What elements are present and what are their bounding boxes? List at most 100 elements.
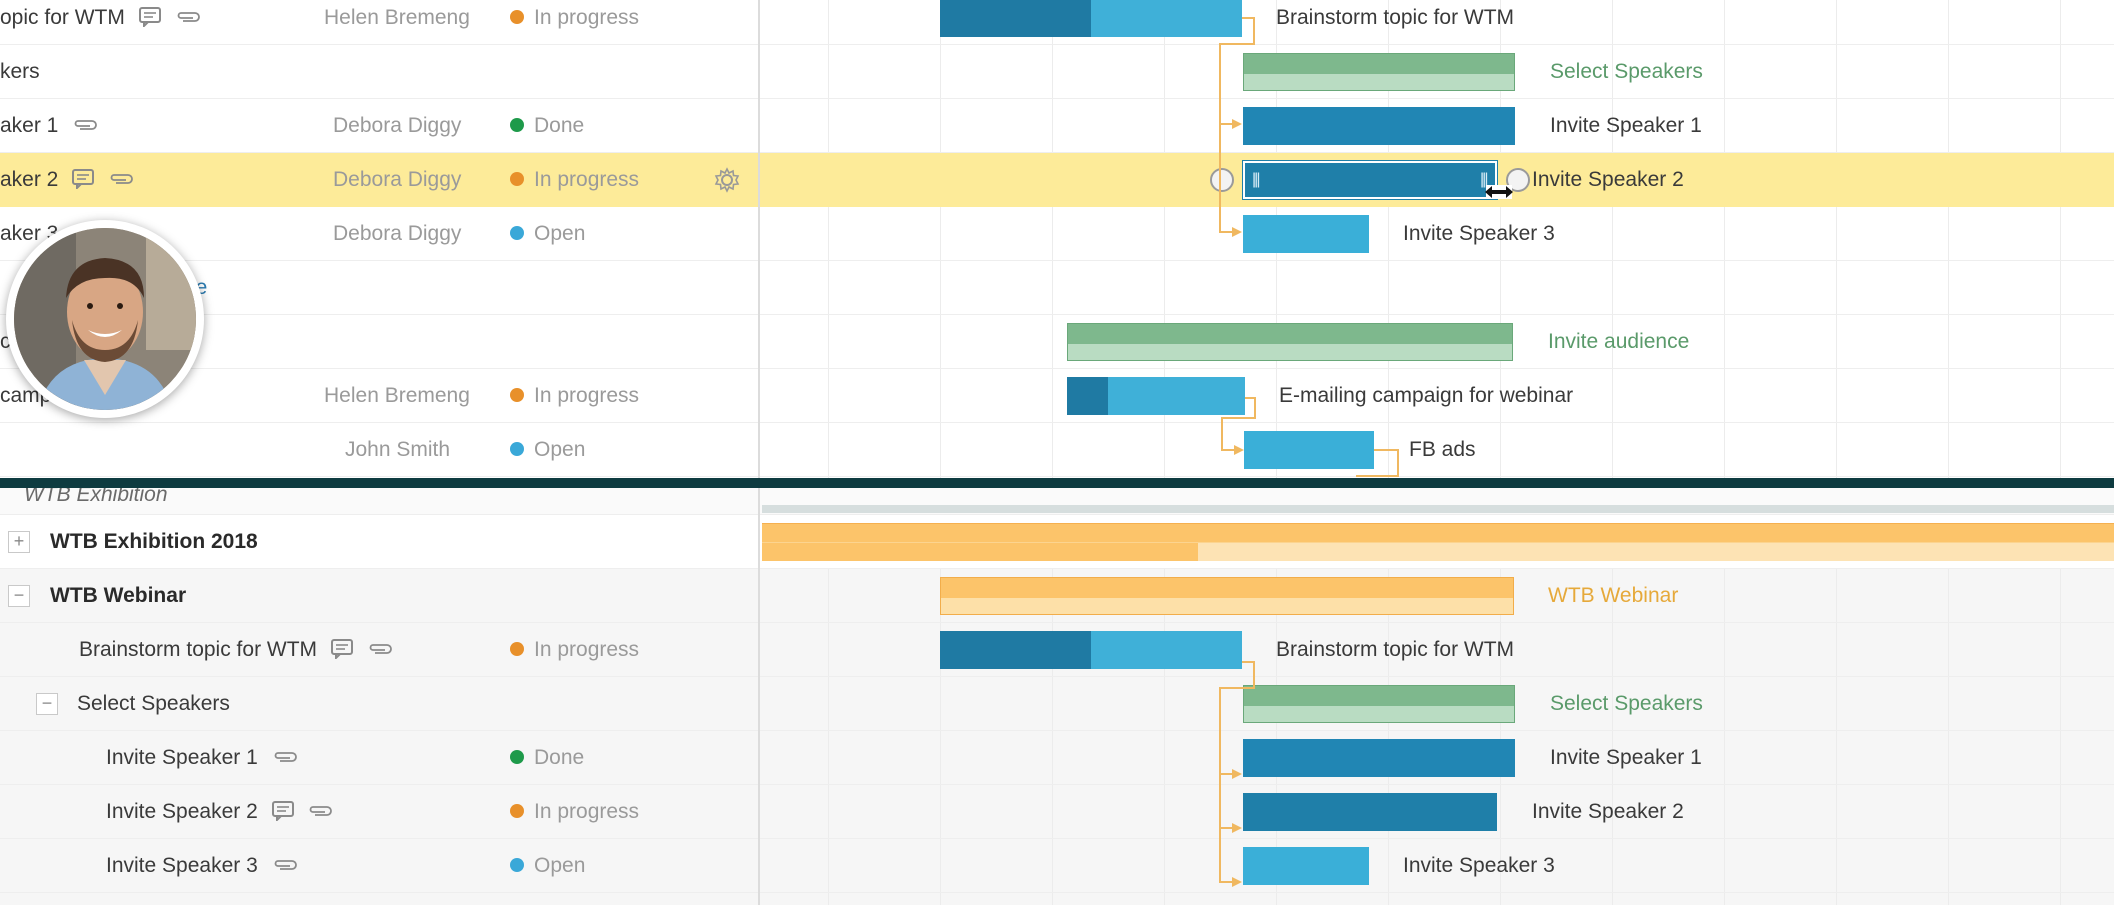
status-badge: Done <box>510 99 584 153</box>
task-bar[interactable] <box>940 631 1242 669</box>
attachment-icon[interactable] <box>72 118 98 132</box>
resize-left-grip[interactable]: ||| <box>1252 171 1261 188</box>
status-dot <box>510 441 524 456</box>
status-badge: In progress <box>510 153 639 207</box>
task-name: Brainstorm topic for WTM <box>79 638 318 661</box>
task-bar[interactable] <box>1243 107 1515 145</box>
task-name: kers <box>0 60 40 83</box>
bar-label: Invite Speaker 1 <box>1550 746 1702 769</box>
bar-label: FB ads <box>1409 438 1476 461</box>
table-row[interactable]: opic for WTM Helen Bremeng In progress B… <box>0 0 2114 45</box>
collapse-toggle[interactable]: − <box>8 585 30 607</box>
task-name: aker 1 <box>0 114 59 137</box>
table-row[interactable]: camp binar Helen Bremeng In progress E-m… <box>0 369 2114 423</box>
status-dot <box>510 857 524 872</box>
status-dot <box>510 171 524 186</box>
task-bar[interactable] <box>940 0 1242 37</box>
task-bar-selected[interactable] <box>1243 161 1497 199</box>
assignee: Helen Bremeng <box>324 6 470 29</box>
bar-label: Brainstorm topic for WTM <box>1276 6 1515 29</box>
task-bar[interactable] <box>1244 431 1374 469</box>
resize-cursor-icon <box>1485 185 1513 199</box>
table-row[interactable]: kers Select Speakers <box>0 45 2114 99</box>
task-name: WTB Exhibition <box>24 488 168 506</box>
task-name: Invite Speaker 3 <box>106 854 258 877</box>
bar-label: Select Speakers <box>1550 60 1703 83</box>
task-bar[interactable] <box>1243 793 1497 831</box>
assignee: Debora Diggy <box>333 168 462 191</box>
table-row-selected[interactable]: aker 2 Debora Diggy In progress ||| ||| … <box>0 153 2114 207</box>
bar-label: E-mailing campaign for webinar <box>1279 384 1574 407</box>
assignee: Helen Bremeng <box>324 384 470 407</box>
grid-divider[interactable] <box>758 0 760 478</box>
table-row[interactable]: ne <box>0 261 2114 315</box>
table-row[interactable]: + WTB Exhibition 2018 <box>0 515 2114 569</box>
status-dot <box>510 749 524 764</box>
table-row[interactable]: John Smith Open FB ads <box>0 423 2114 477</box>
avatar <box>6 220 204 418</box>
task-bar[interactable] <box>1243 215 1369 253</box>
task-name: Select Speakers <box>77 692 230 715</box>
table-row[interactable]: aker 3 Debora Diggy Open Invite Speaker … <box>0 207 2114 261</box>
table-row[interactable]: WTB Exhibition <box>0 488 2114 515</box>
status-badge: In progress <box>510 623 639 677</box>
bar-label: Invite audience <box>1548 330 1690 353</box>
project-bar[interactable] <box>940 577 1514 615</box>
attachment-icon[interactable] <box>272 858 298 872</box>
attachment-icon[interactable] <box>367 642 393 656</box>
task-bar[interactable] <box>1243 847 1369 885</box>
task-name: WTB Exhibition 2018 <box>50 530 258 553</box>
table-row[interactable]: c Invite audience <box>0 315 2114 369</box>
project-bar-stub <box>762 505 2114 513</box>
expand-toggle[interactable]: + <box>8 531 30 553</box>
project-bar-progress <box>762 543 1198 561</box>
grid-divider[interactable] <box>758 488 760 905</box>
status-badge: Open <box>510 839 585 893</box>
collapse-toggle[interactable]: − <box>36 693 58 715</box>
bottom-gantt-pane: WTB Exhibition + WTB Exhibition 2018 − W… <box>0 488 2114 905</box>
status-dot <box>510 641 524 656</box>
status-dot <box>510 9 524 24</box>
task-name: c <box>0 330 11 353</box>
assignee: Debora Diggy <box>333 114 462 137</box>
attachment-icon[interactable] <box>272 750 298 764</box>
gear-icon[interactable] <box>714 167 740 193</box>
assignee: John Smith <box>345 438 451 461</box>
table-row[interactable]: aker 1 Debora Diggy Done Invite Speaker … <box>0 99 2114 153</box>
top-gantt-pane: opic for WTM Helen Bremeng In progress B… <box>0 0 2114 478</box>
bar-label: Invite Speaker 2 <box>1532 800 1684 823</box>
comment-icon[interactable] <box>138 6 161 27</box>
person-photo-icon <box>14 228 196 410</box>
attachment-icon[interactable] <box>175 10 201 24</box>
bar-label: Invite Speaker 3 <box>1403 222 1555 245</box>
comment-icon[interactable] <box>271 800 294 821</box>
attachment-icon[interactable] <box>108 172 134 186</box>
comment-icon[interactable] <box>72 168 95 189</box>
status-dot <box>510 387 524 402</box>
group-bar[interactable] <box>1243 53 1515 91</box>
pane-splitter[interactable] <box>0 478 2114 488</box>
table-row[interactable]: Invite Speaker 3 Open Invite Speaker 3 <box>0 839 2114 893</box>
table-row[interactable]: Invite Speaker 2 In progress Invite Spea… <box>0 785 2114 839</box>
task-bar[interactable] <box>1067 377 1245 415</box>
group-bar[interactable] <box>1067 323 1513 361</box>
group-bar[interactable] <box>1243 685 1515 723</box>
status-dot <box>510 803 524 818</box>
table-row[interactable]: − Select Speakers Select Speakers <box>0 677 2114 731</box>
table-row[interactable]: − WTB Webinar WTB Webinar <box>0 569 2114 623</box>
bar-label: Brainstorm topic for WTM <box>1276 638 1515 661</box>
timeline-grid <box>760 0 2114 478</box>
comment-icon[interactable] <box>330 638 353 659</box>
task-name: Invite Speaker 1 <box>106 746 258 769</box>
bar-label: WTB Webinar <box>1548 584 1679 607</box>
task-name: aker 3 <box>0 222 59 245</box>
link-start-handle[interactable] <box>1210 168 1234 192</box>
table-row[interactable]: Invite Speaker 1 Done Invite Speaker 1 <box>0 731 2114 785</box>
task-bar[interactable] <box>1243 739 1515 777</box>
bar-label: Invite Speaker 1 <box>1550 114 1702 137</box>
resize-right-grip[interactable]: ||| <box>1480 171 1489 188</box>
attachment-icon[interactable] <box>307 804 333 818</box>
table-row[interactable]: Brainstorm topic for WTM In progress Bra… <box>0 623 2114 677</box>
bar-label: Select Speakers <box>1550 692 1703 715</box>
status-dot <box>510 117 524 132</box>
